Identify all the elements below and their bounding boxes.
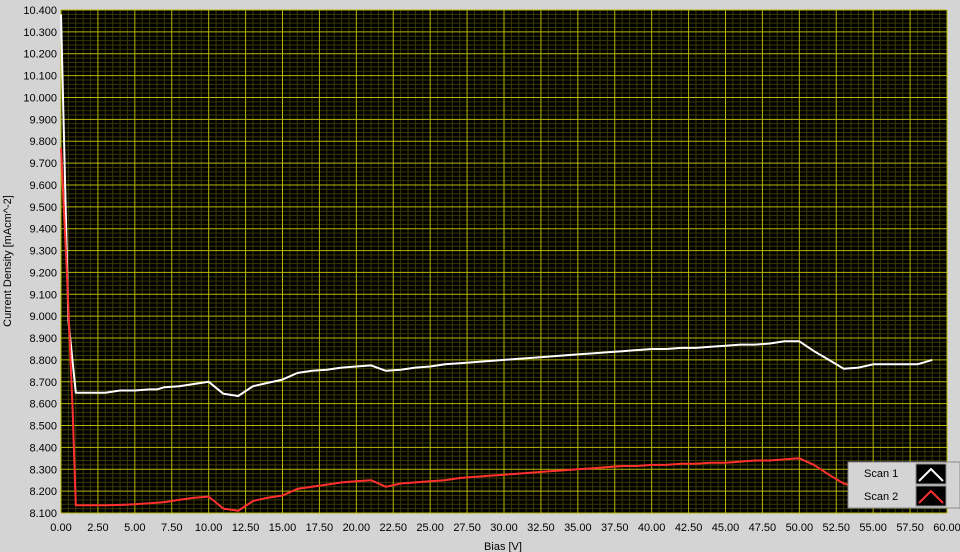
- legend-scan1-swatch[interactable]: [915, 463, 947, 485]
- legend[interactable]: Scan 1 Scan 2: [847, 461, 960, 509]
- y-tick-label: 8.900: [29, 333, 57, 345]
- x-tick-label: 42.50: [675, 522, 703, 534]
- x-tick-label: 37.50: [601, 522, 629, 534]
- y-tick-label: 10.300: [23, 27, 57, 39]
- legend-scan2-swatch[interactable]: [915, 485, 947, 507]
- y-tick-label: 10.200: [23, 49, 57, 61]
- x-tick-label: 47.50: [749, 522, 777, 534]
- x-tick-label: 52.50: [822, 522, 850, 534]
- x-tick-label: 12.50: [232, 522, 260, 534]
- y-tick-label: 9.000: [29, 311, 57, 323]
- y-axis-label: Current Density [mAcm^-2]: [2, 195, 14, 327]
- y-tick-label: 8.800: [29, 355, 57, 367]
- y-tick-label: 8.300: [29, 464, 57, 476]
- legend-scan2-line: [918, 489, 944, 504]
- y-tick-label: 10.400: [23, 5, 57, 17]
- x-tick-label: 27.50: [453, 522, 481, 534]
- y-tick-label: 9.700: [29, 158, 57, 170]
- legend-scan2-label: Scan 2: [864, 491, 898, 503]
- y-tick-label: 8.200: [29, 486, 57, 498]
- legend-scan1-line: [918, 467, 944, 482]
- series-layer: [60, 14, 933, 512]
- y-tick-label: 10.000: [23, 92, 57, 104]
- x-tick-label: 57.50: [896, 522, 924, 534]
- x-tick-label: 45.00: [712, 522, 740, 534]
- x-tick-label: 10.00: [195, 522, 223, 534]
- y-tick-label: 8.500: [29, 421, 57, 433]
- x-tick-label: 15.00: [269, 522, 297, 534]
- y-tick-label: 9.900: [29, 114, 57, 126]
- x-tick-label: 30.00: [490, 522, 518, 534]
- x-tick-label: 32.50: [527, 522, 555, 534]
- y-tick-label: 8.100: [29, 508, 57, 520]
- y-tick-label: 9.200: [29, 267, 57, 279]
- series-line-scan1: [60, 14, 933, 397]
- y-tick-label: 9.500: [29, 202, 57, 214]
- x-tick-label: 0.00: [50, 522, 71, 534]
- x-tick-label: 5.00: [124, 522, 145, 534]
- y-tick-label: 9.400: [29, 224, 57, 236]
- y-tick-label: 8.400: [29, 442, 57, 454]
- x-axis-label: Bias [V]: [484, 541, 522, 552]
- y-tick-label: 10.100: [23, 71, 57, 83]
- y-tick-label: 9.800: [29, 136, 57, 148]
- x-tick-label: 17.50: [306, 522, 334, 534]
- y-tick-label: 9.100: [29, 289, 57, 301]
- y-tick-label: 9.300: [29, 246, 57, 258]
- legend-scan1-label: Scan 1: [864, 468, 898, 480]
- y-axis-ticks: 8.100 8.200 8.300 8.400 8.500 8.600 8.700 8.800…: [23, 5, 57, 520]
- y-tick-label: 9.600: [29, 180, 57, 192]
- x-tick-label: 55.00: [859, 522, 887, 534]
- x-tick-label: 60.00: [933, 522, 960, 534]
- x-tick-label: 40.00: [638, 522, 666, 534]
- y-tick-label: 8.700: [29, 377, 57, 389]
- x-tick-label: 7.50: [161, 522, 182, 534]
- y-tick-label: 8.600: [29, 399, 57, 411]
- x-tick-label: 35.00: [564, 522, 592, 534]
- x-tick-label: 20.00: [343, 522, 371, 534]
- x-axis-ticks: 0.00 2.50 5.00 7.50 10.00 12.50 15.00 17.50 20.0…: [50, 522, 960, 534]
- x-tick-label: 50.00: [786, 522, 814, 534]
- x-tick-label: 25.00: [416, 522, 444, 534]
- series-line-scan2: [60, 147, 852, 512]
- x-tick-label: 2.50: [87, 522, 108, 534]
- x-tick-label: 22.50: [379, 522, 407, 534]
- major-grid: [60, 9, 948, 514]
